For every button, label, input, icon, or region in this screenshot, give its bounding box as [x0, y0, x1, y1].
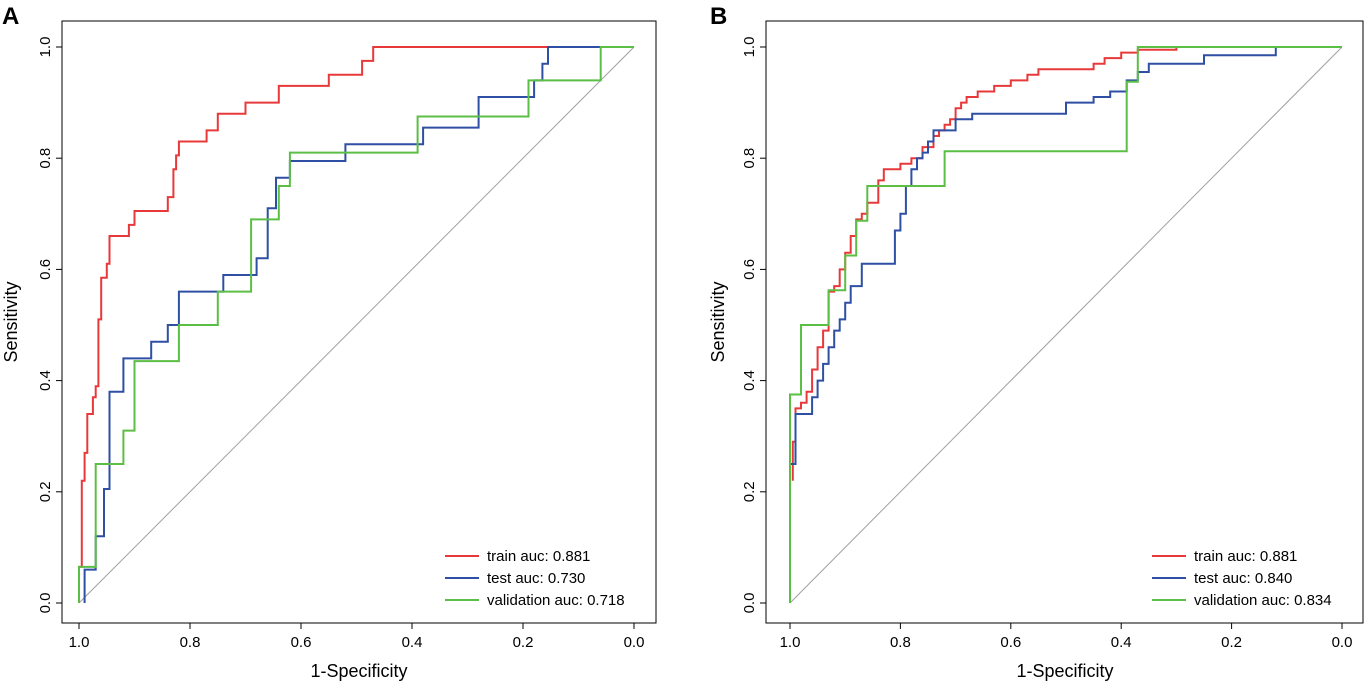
y-tick-label: 0.6 [37, 259, 54, 280]
x-tick-label: 0.8 [180, 634, 201, 651]
x-tick-label: 0.0 [624, 634, 645, 651]
x-tick-label: 0.8 [890, 634, 911, 651]
y-tick-label: 0.2 [741, 481, 758, 502]
x-tick-label: 0.4 [1111, 634, 1132, 651]
x-tick-label: 1.0 [780, 634, 801, 651]
panel-letter: B [710, 3, 727, 30]
legend-label-validation: validation auc: 0.834 [1194, 592, 1332, 609]
x-tick-label: 0.2 [513, 634, 534, 651]
legend-label-test: test auc: 0.730 [487, 570, 585, 587]
roc-panel-b: B 0.00.20.40.60.81.0 1.0 0.8 0.6 0.4 0.2 0.0 … [708, 3, 1364, 681]
y-tick-label: 0.4 [741, 370, 758, 391]
legend-label-train: train auc: 0.881 [487, 548, 590, 565]
train-roc-curve [791, 46, 1199, 481]
x-tick-label: 0.2 [1221, 634, 1242, 651]
y-tick-label: 0.2 [37, 481, 54, 502]
reference-diagonal [789, 46, 1343, 604]
y-axis: 0.0 0.2 0.4 0.6 0.8 1.0 [37, 37, 62, 614]
test-roc-curve [790, 46, 1342, 465]
x-tick-label: 0.0 [1332, 634, 1353, 651]
legend: train auc: 0.881 test auc: 0.840 validatio… [1152, 548, 1332, 609]
legend: train auc: 0.881 test auc: 0.730 validatio… [445, 548, 625, 609]
x-tick-label: 0.6 [1000, 634, 1021, 651]
test-roc-curve [83, 46, 634, 603]
panel-letter: A [2, 3, 19, 30]
y-tick-label: 1.0 [37, 37, 54, 58]
x-tick-label: 1.0 [69, 634, 90, 651]
legend-label-validation: validation auc: 0.718 [487, 592, 625, 609]
roc-curves [78, 46, 634, 603]
y-tick-label: 0.0 [741, 593, 758, 614]
y-tick-label: 0.4 [37, 370, 54, 391]
validation-roc-curve [78, 46, 634, 603]
x-axis: 1.0 0.8 0.6 0.4 0.2 0.0 [780, 623, 1353, 651]
x-axis-label: 1-Specificity [1016, 661, 1113, 681]
roc-curves [789, 46, 1342, 603]
y-axis-label: Sensitivity [1, 281, 21, 362]
legend-label-test: test auc: 0.840 [1194, 570, 1292, 587]
x-tick-label: 0.4 [402, 634, 423, 651]
y-tick-label: 0.8 [741, 148, 758, 169]
x-tick-label: 0.6 [291, 634, 312, 651]
plot-frame [61, 20, 657, 624]
plot-frame [765, 20, 1364, 624]
y-axis-label: Sensitivity [708, 281, 728, 362]
x-axis-label: 1-Specificity [310, 661, 407, 681]
y-tick-label: 0.6 [741, 259, 758, 280]
train-roc-curve [78, 46, 634, 603]
x-axis: 1.0 0.8 0.6 0.4 0.2 0.0 [69, 623, 645, 651]
reference-diagonal [78, 46, 635, 604]
y-tick-label: 0.8 [37, 148, 54, 169]
legend-label-train: train auc: 0.881 [1194, 548, 1297, 565]
y-axis: 0.0 0.2 0.4 0.6 0.8 1.0 [741, 37, 766, 614]
y-tick-label: 1.0 [741, 37, 758, 58]
roc-panel-a: A 0.00.20.40.60.81.0 1.0 0.8 0.6 0.4 0.2 0.0 … [1, 3, 657, 681]
y-tick-label: 0.0 [37, 593, 54, 614]
validation-roc-curve [789, 46, 1342, 603]
